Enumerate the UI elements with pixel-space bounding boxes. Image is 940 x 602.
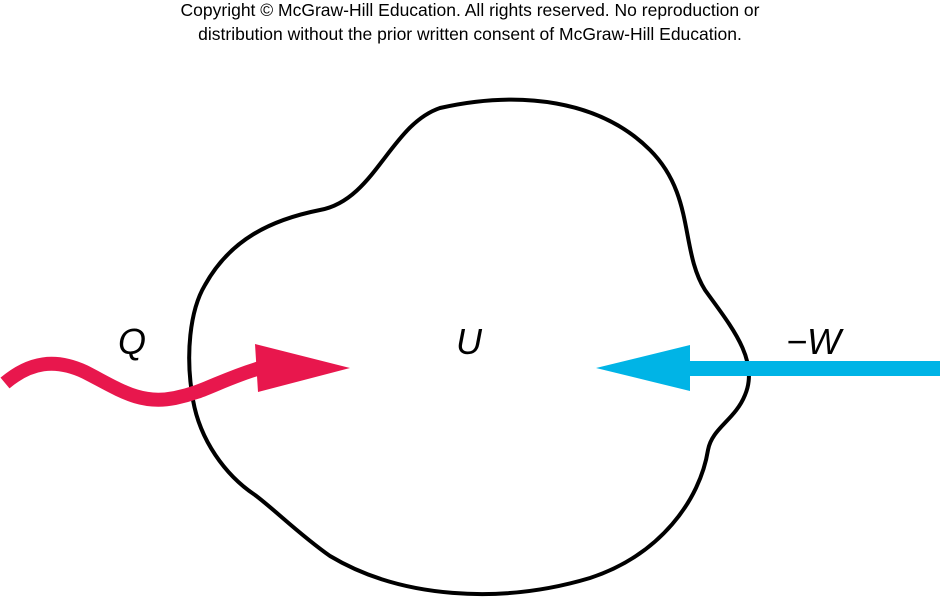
copyright-line-1: Copyright © McGraw-Hill Education. All r… (180, 0, 760, 20)
heat-label: Q (118, 321, 146, 362)
heat-arrow-head (255, 344, 350, 392)
heat-arrow (0, 344, 350, 407)
internal-energy-label: U (456, 321, 483, 362)
system-boundary (187, 97, 751, 596)
work-arrow-head (596, 345, 690, 391)
copyright-notice: Copyright © McGraw-Hill Education. All r… (0, 0, 940, 46)
work-arrow-shaft (680, 361, 940, 376)
work-label: −W (786, 321, 844, 362)
copyright-line-2: distribution without the prior written c… (198, 24, 742, 44)
heat-arrow-shaft (0, 356, 263, 407)
work-arrow (596, 345, 940, 391)
